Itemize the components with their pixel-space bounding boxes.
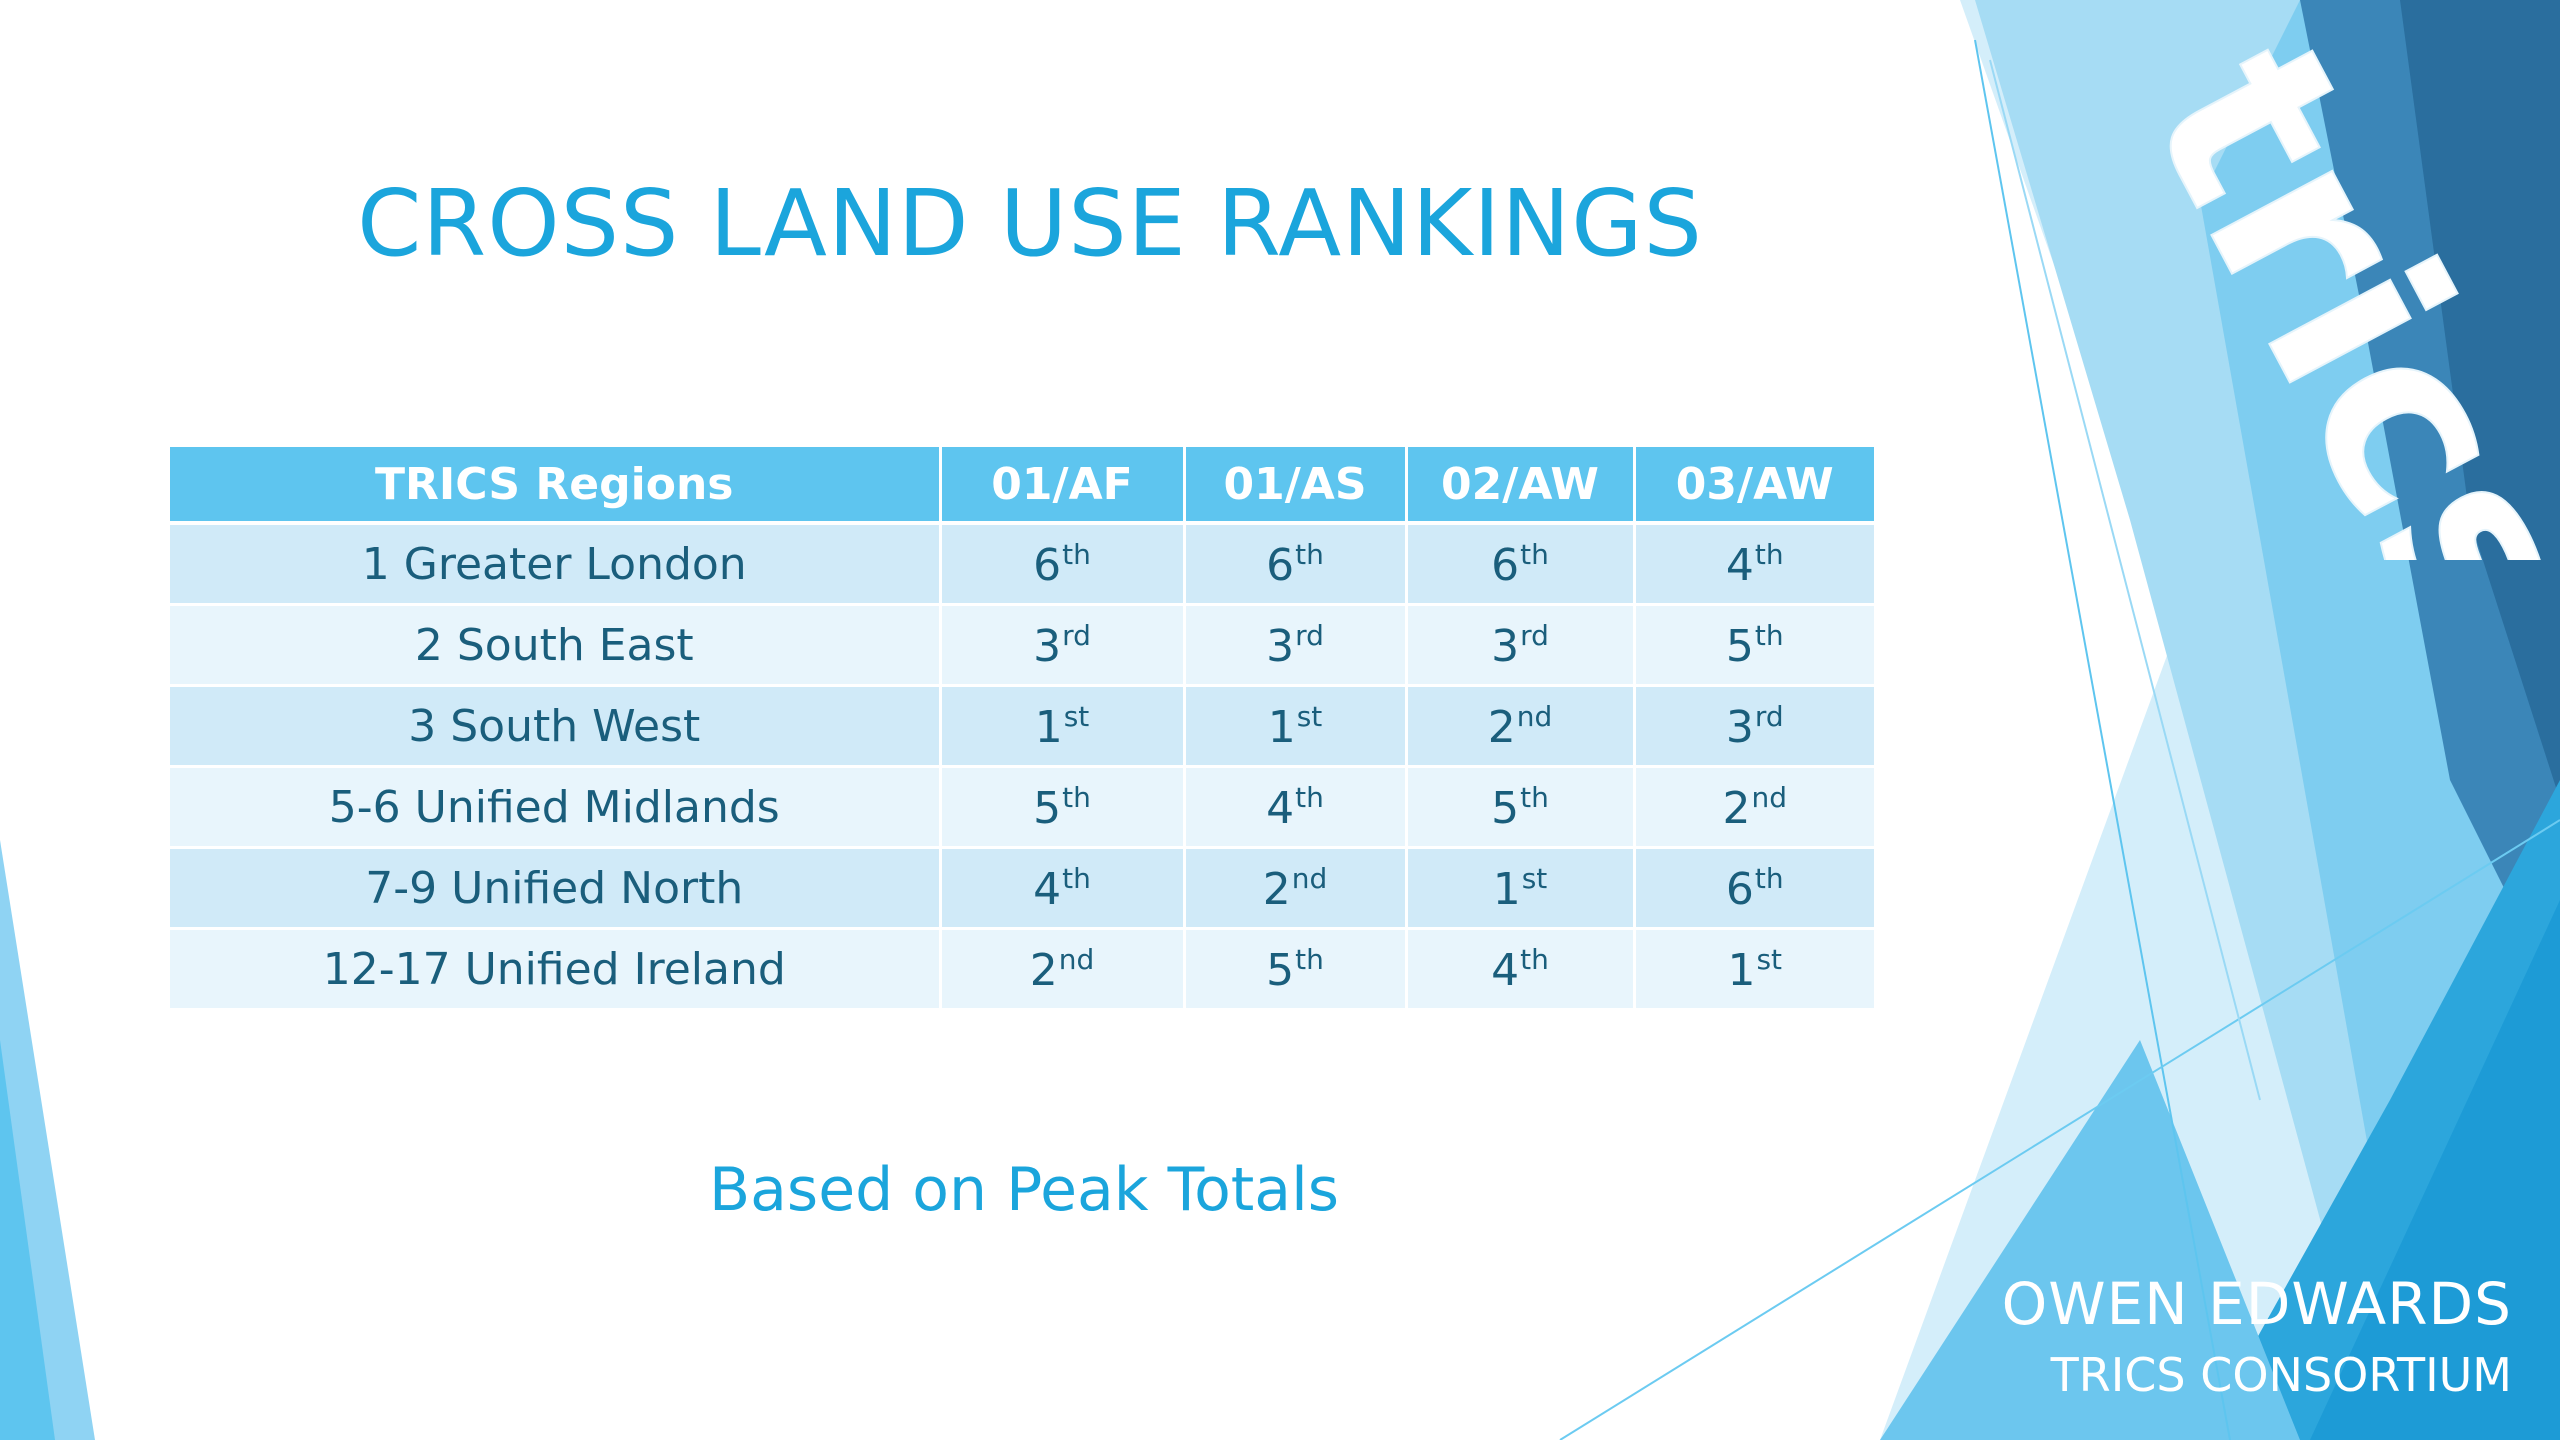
table-row: 2 South East 3rd 3rd 3rd 5th (170, 604, 1874, 687)
rank-cell: 3rd (938, 604, 1184, 687)
region-cell: 7-9 Unified North (170, 847, 940, 930)
table-row: 3 South West 1st 1st 2nd 3rd (170, 685, 1874, 768)
table-header-row: TRICS Regions 01/AF 01/AS 02/AW 03/AW (170, 447, 1874, 525)
rank-cell: 3rd (1632, 685, 1874, 768)
bottom-facet (1880, 1040, 2300, 1440)
presenter-name: OWEN EDWARDS (2001, 1270, 2512, 1338)
right-facet-bright-deep (2310, 900, 2560, 1440)
rank-cell: 2nd (1404, 685, 1634, 768)
slide-title: CROSS LAND USE RANKINGS (357, 170, 1703, 277)
rank-cell: 1st (1404, 847, 1634, 930)
trics-logo: trics (2092, 20, 2560, 560)
diagonal-line-1 (1974, 39, 2231, 1440)
rank-cell: 6th (1404, 523, 1634, 606)
table-row: 5-6 Unified Midlands 5th 4th 5th 2nd (170, 766, 1874, 849)
rank-cell: 5th (1404, 766, 1634, 849)
table-row: 1 Greater London 6th 6th 6th 4th (170, 523, 1874, 606)
diagonal-line-3 (1989, 59, 2261, 1101)
presenter-organization: TRICS CONSORTIUM (2050, 1348, 2512, 1402)
rank-cell: 4th (938, 847, 1184, 930)
rank-cell: 1st (938, 685, 1184, 768)
rank-cell: 1st (1632, 928, 1874, 1011)
left-sliver-mid (0, 1040, 55, 1440)
right-facet-darkest (2400, 0, 2560, 800)
header-01af: 01/AF (938, 447, 1184, 525)
rank-cell: 2nd (1632, 766, 1874, 849)
rank-cell: 3rd (1182, 604, 1406, 687)
rankings-table-container: TRICS Regions 01/AF 01/AS 02/AW 03/AW 1 … (170, 447, 1874, 1011)
table-row: 7-9 Unified North 4th 2nd 1st 6th (170, 847, 1874, 930)
presenter-block: OWEN EDWARDS TRICS CONSORTIUM (2002, 1270, 2512, 1402)
header-02aw: 02/AW (1404, 447, 1634, 525)
rank-cell: 4th (1404, 928, 1634, 1011)
rank-cell: 4th (1632, 523, 1874, 606)
rank-cell: 1st (1182, 685, 1406, 768)
table-row: 12-17 Unified Ireland 2nd 5th 4th 1st (170, 928, 1874, 1011)
header-01as: 01/AS (1182, 447, 1406, 525)
region-cell: 2 South East (170, 604, 940, 687)
rank-cell: 6th (1632, 847, 1874, 930)
region-cell: 1 Greater London (170, 523, 940, 606)
diagonal-line-2 (1559, 819, 2560, 1440)
region-cell: 12-17 Unified Ireland (170, 928, 940, 1011)
rank-cell: 2nd (938, 928, 1184, 1011)
slide-subtitle: Based on Peak Totals (709, 1155, 1339, 1225)
region-cell: 5-6 Unified Midlands (170, 766, 940, 849)
region-cell: 3 South West (170, 685, 940, 768)
rank-cell: 5th (938, 766, 1184, 849)
header-03aw: 03/AW (1632, 447, 1874, 525)
rank-cell: 4th (1182, 766, 1406, 849)
rank-cell: 5th (1182, 928, 1406, 1011)
rank-cell: 5th (1632, 604, 1874, 687)
rank-cell: 6th (938, 523, 1184, 606)
header-regions: TRICS Regions (170, 447, 940, 525)
rank-cell: 6th (1182, 523, 1406, 606)
rank-cell: 3rd (1404, 604, 1634, 687)
rankings-table: TRICS Regions 01/AF 01/AS 02/AW 03/AW 1 … (170, 447, 1874, 1011)
rank-cell: 2nd (1182, 847, 1406, 930)
trics-logo-text: trics (2093, 20, 2560, 560)
